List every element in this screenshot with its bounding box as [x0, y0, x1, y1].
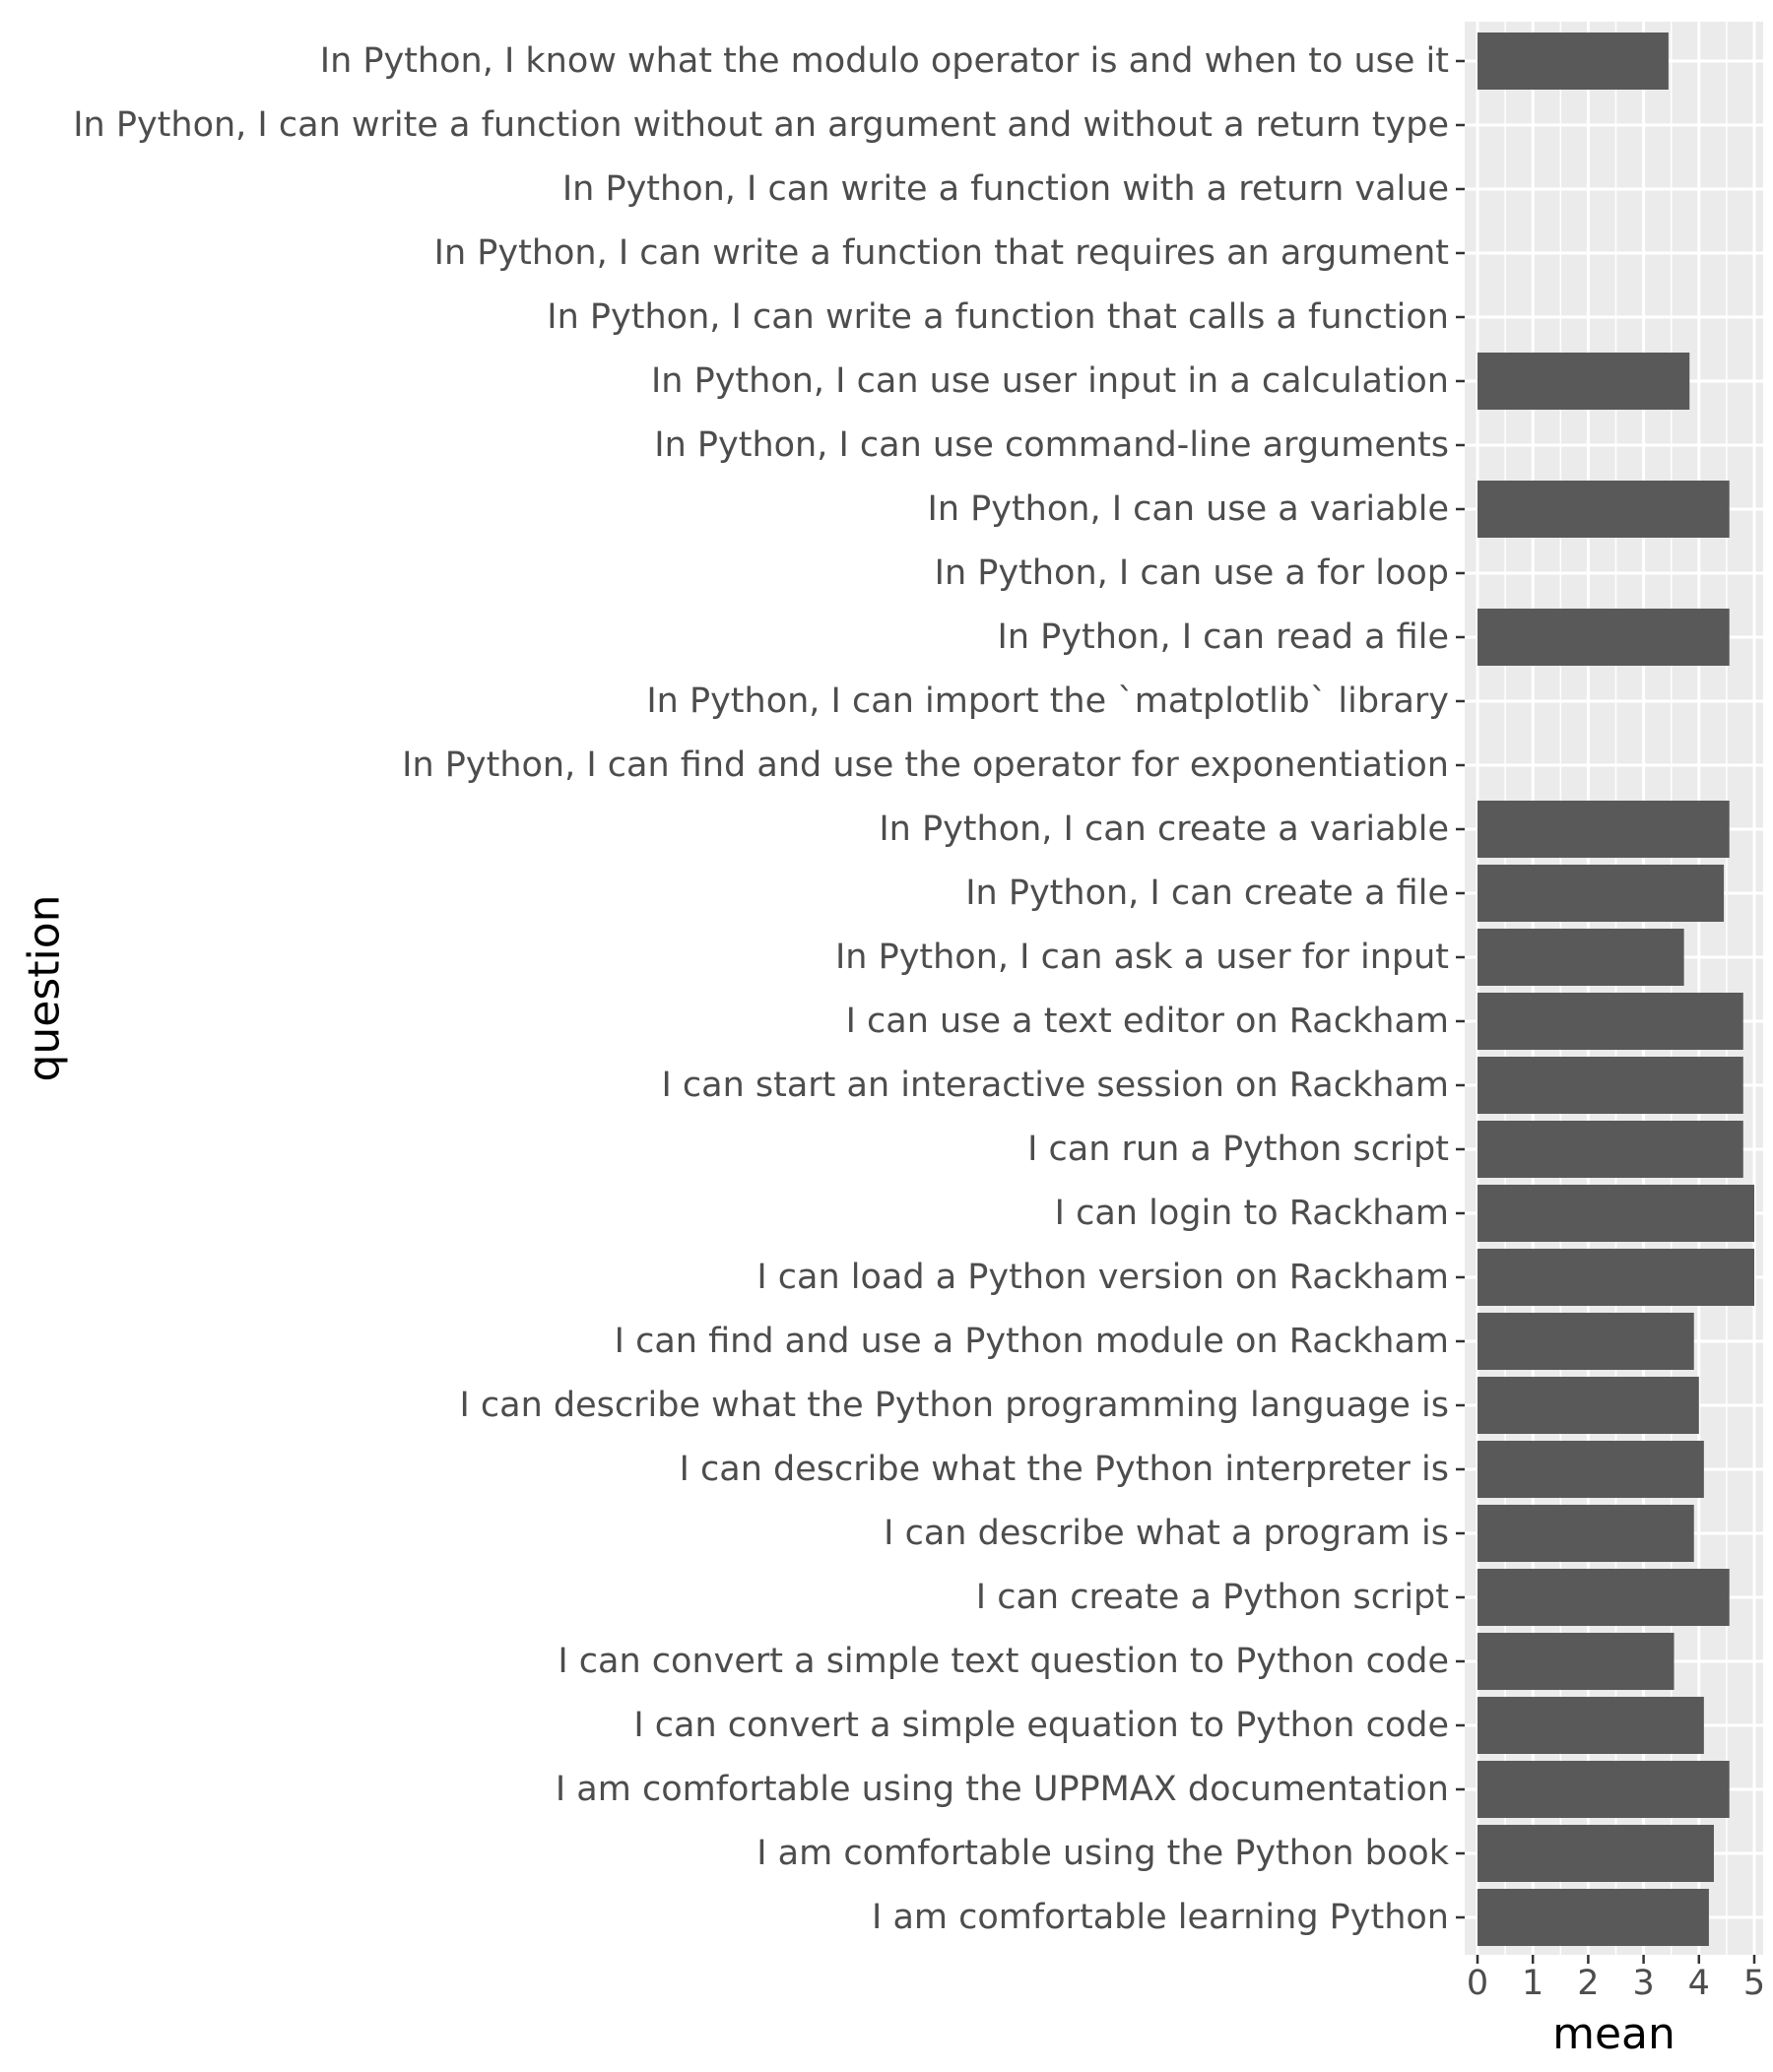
y-tick-label: I can describe what the Python programmi…	[459, 1386, 1449, 1425]
y-tick-label: In Python, I can find and use the operat…	[402, 745, 1449, 785]
y-tick-label: In Python, I can write a function that c…	[547, 297, 1449, 337]
bar	[1478, 929, 1684, 986]
y-tick-label: I am comfortable using the Python book	[756, 1834, 1449, 1873]
y-tick-label: I can convert a simple text question to …	[558, 1642, 1449, 1681]
bar	[1478, 609, 1730, 666]
y-tick-label: I can load a Python version on Rackham	[756, 1258, 1449, 1297]
bar	[1478, 1761, 1730, 1818]
y-axis: In Python, I know what the modulo operat…	[73, 41, 1465, 1937]
bar	[1478, 481, 1730, 538]
bars	[1478, 32, 1754, 1946]
y-tick-label: I can describe what the Python interpret…	[680, 1450, 1449, 1489]
x-tick-label: 0	[1467, 1964, 1488, 2003]
y-tick-label: In Python, I can use a for loop	[935, 553, 1449, 593]
y-tick-label: I can run a Python script	[1027, 1130, 1449, 1169]
y-tick-label: In Python, I can import the `matplotlib`…	[646, 681, 1449, 721]
bar	[1478, 865, 1725, 922]
bar	[1478, 1825, 1714, 1882]
bar	[1478, 1185, 1754, 1242]
y-tick-label: In Python, I can use user input in a cal…	[651, 361, 1449, 401]
y-tick-label: In Python, I know what the modulo operat…	[320, 41, 1449, 81]
x-tick-label: 2	[1577, 1964, 1599, 2003]
y-tick-label: I can create a Python script	[976, 1578, 1449, 1617]
bar	[1478, 1505, 1694, 1562]
bar	[1478, 1313, 1694, 1370]
bar	[1478, 1377, 1699, 1434]
y-tick-label: I am comfortable learning Python	[872, 1898, 1449, 1937]
y-axis-title: question	[20, 894, 70, 1081]
bar	[1478, 32, 1669, 90]
y-tick-label: In Python, I can write a function withou…	[73, 105, 1449, 145]
y-tick-label: I can find and use a Python module on Ra…	[615, 1322, 1449, 1361]
y-tick-label: I can describe what a program is	[884, 1514, 1449, 1553]
bar	[1478, 993, 1743, 1050]
y-tick-label: In Python, I can ask a user for input	[835, 938, 1449, 977]
bar	[1478, 1633, 1674, 1690]
y-tick-label: I can convert a simple equation to Pytho…	[633, 1706, 1449, 1745]
y-tick-label: I can use a text editor on Rackham	[846, 1002, 1449, 1041]
bar	[1478, 1889, 1709, 1946]
x-axis-title: mean	[1552, 2009, 1675, 2059]
y-tick-label: I can login to Rackham	[1055, 1194, 1449, 1233]
plot-panel	[1465, 22, 1763, 1955]
bar	[1478, 1569, 1730, 1626]
bar	[1478, 1249, 1754, 1306]
y-tick-label: I can start an interactive session on Ra…	[661, 1066, 1449, 1105]
x-tick-label: 4	[1688, 1964, 1710, 2003]
bar	[1478, 1057, 1743, 1114]
x-tick-label: 1	[1522, 1964, 1543, 2003]
y-tick-label: In Python, I can write a function with a…	[562, 169, 1449, 209]
y-tick-label: In Python, I can create a variable	[879, 809, 1449, 849]
y-tick-label: In Python, I can read a file	[998, 617, 1449, 657]
y-tick-label: In Python, I can create a file	[965, 874, 1449, 913]
x-tick-label: 3	[1632, 1964, 1654, 2003]
y-tick-label: I am comfortable using the UPPMAX docume…	[556, 1770, 1449, 1809]
bar	[1478, 1697, 1704, 1754]
bar	[1478, 1441, 1704, 1498]
y-tick-label: In Python, I can use a variable	[928, 489, 1450, 529]
y-tick-label: In Python, I can use command-line argume…	[654, 425, 1449, 465]
bar	[1478, 353, 1690, 410]
x-tick-label: 5	[1743, 1964, 1765, 2003]
bar	[1478, 801, 1730, 858]
bar	[1478, 1121, 1743, 1178]
y-tick-label: In Python, I can write a function that r…	[434, 233, 1449, 273]
